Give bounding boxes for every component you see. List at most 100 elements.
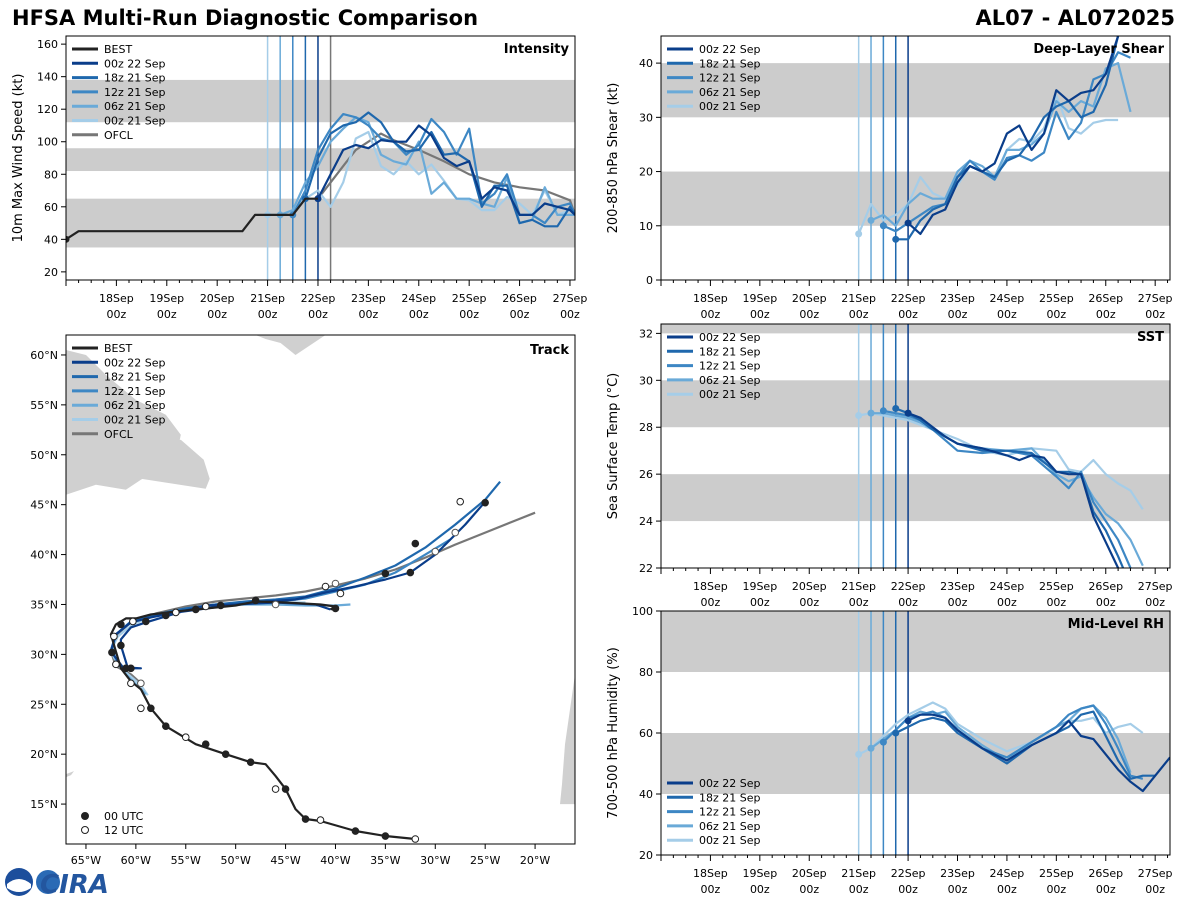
track-marker-00utc	[481, 498, 489, 507]
track-marker-00utc	[251, 596, 260, 605]
sst-legend-label: 12z 21 Sep	[699, 360, 761, 373]
track-marker-00utc	[108, 648, 116, 657]
intensity-plot-area	[66, 36, 575, 280]
rh-xtick-label-day: 27Sep	[1138, 867, 1173, 880]
track-legend-label: 12z 21 Sep	[104, 385, 166, 398]
rh-plot-area	[661, 611, 1170, 855]
sst-xtick-label-day: 25Sep	[1039, 580, 1074, 593]
shear-title: Deep-Layer Shear	[1033, 42, 1164, 57]
rh-xtick-label-hour: 00z	[898, 883, 918, 896]
track-xtick-label: 65°W	[71, 854, 101, 867]
track-xtick-label: 40°W	[320, 854, 350, 867]
track-ytick-label: 40°N	[30, 549, 58, 562]
sst-series-run06z21	[871, 412, 1144, 567]
intensity-xtick-label-day: 19Sep	[149, 292, 184, 305]
shear-xtick-label-day: 24Sep	[990, 292, 1025, 305]
intensity-legend-label: 06z 21 Sep	[104, 100, 166, 113]
track-marker-00utc	[381, 569, 390, 578]
track-plot-area	[66, 335, 575, 843]
track-xtick-label: 60°W	[121, 854, 151, 867]
sst-xtick-label-hour: 00z	[997, 596, 1017, 609]
rh-ytick-label: 60	[639, 727, 653, 740]
sst-title: SST	[1137, 330, 1164, 345]
shear-xtick-label-hour: 00z	[898, 308, 918, 321]
sst-ytick-label: 30	[639, 374, 653, 387]
sst-ylabel: Sea Surface Temp (°C)	[606, 373, 621, 520]
sst-xtick-label-hour: 00z	[948, 596, 968, 609]
track-marker-00utc	[381, 832, 390, 840]
track-marker-12utc	[316, 816, 325, 824]
intensity-ytick-label: 120	[37, 103, 58, 116]
track-marker-12utc	[271, 785, 280, 793]
track-marker-00utc	[162, 722, 170, 731]
track-marker-12utc	[112, 660, 120, 669]
track-marker-00utc	[191, 605, 200, 614]
shear-start-dot-run00z22	[904, 219, 912, 227]
noaa-wave-icon	[7, 879, 31, 892]
rh-xtick-label-day: 19Sep	[742, 867, 777, 880]
shear-xtick-label-day: 25Sep	[1039, 292, 1074, 305]
sst-ytick-label: 26	[639, 468, 653, 481]
track-xtick-label: 45°W	[270, 854, 300, 867]
sst-band-2	[661, 324, 1170, 334]
track-marker-12utc	[137, 704, 145, 713]
shear-xtick-label-hour: 00z	[701, 308, 721, 321]
sst-frame	[660, 323, 1171, 569]
intensity-xtick-label-day: 25Sep	[452, 292, 487, 305]
track-legend-label: 06z 21 Sep	[104, 399, 166, 412]
rh-xtick-label-day: 25Sep	[1039, 867, 1074, 880]
rh-xtick-label-hour: 00z	[1096, 883, 1116, 896]
sst-start-dot-run00z22	[904, 409, 912, 417]
intensity-ytick-label: 160	[37, 38, 58, 51]
track-ytick-label: 25°N	[30, 698, 58, 711]
intensity-ytick-label: 20	[44, 266, 58, 279]
shear-start-dot-run00z21	[855, 230, 863, 238]
shear-xtick-label-hour: 00z	[849, 308, 869, 321]
shear-start-dot-run06z21	[867, 216, 875, 224]
rh-xtick-label-hour: 00z	[799, 883, 819, 896]
shear-ytick-label: 20	[639, 166, 653, 179]
intensity-series-run12z21	[291, 112, 575, 225]
track-panel: 65°W 60°W 55°W 50°W 45°W 40°W 35°W 30°W 25°W 20°W…	[30, 334, 576, 867]
sst-xtick-label-hour: 00z	[849, 596, 869, 609]
track-marker-00utc	[281, 785, 290, 793]
shear-xtick-label-day: 23Sep	[940, 292, 975, 305]
track-ytick-label: 50°N	[30, 449, 58, 462]
cira-logo-text: CIRA	[40, 870, 109, 900]
shear-plot-area	[661, 36, 1170, 280]
intensity-xtick-label-day: 22Sep	[301, 292, 336, 305]
sst-xtick-label-day: 27Sep	[1138, 580, 1173, 593]
intensity-ytick-label: 40	[44, 233, 58, 246]
track-legend-label: OFCL	[104, 428, 134, 441]
shear-xtick-label-hour: 00z	[750, 308, 770, 321]
track-marker-00utc	[301, 815, 310, 823]
intensity-legend-label: 12z 21 Sep	[104, 86, 166, 99]
shear-legend-label: 12z 21 Sep	[699, 72, 761, 85]
intensity-xtick-label-hour: 00z	[107, 308, 127, 321]
sst-panel: 22 24 26 28 30 32 Sea Surface Temp (°C) 18Sep 00…	[606, 323, 1173, 609]
shear-series-run12z21	[882, 51, 1131, 233]
intensity-legend-label: 00z 22 Sep	[104, 57, 166, 70]
rh-xtick-label-hour: 00z	[1046, 883, 1066, 896]
track-xtick-label: 55°W	[171, 854, 201, 867]
track-marker-12utc	[321, 582, 330, 591]
sst-ytick-label: 28	[639, 421, 653, 434]
intensity-xtick-label-hour: 00z	[358, 308, 378, 321]
track-xtick-label: 30°W	[420, 854, 450, 867]
intensity-start-dot-best	[66, 235, 70, 243]
sst-xtick-label-day: 23Sep	[940, 580, 975, 593]
track-marker-00utc	[246, 758, 255, 766]
rh-start-dot-run00z21	[855, 750, 863, 758]
rh-start-dot-run00z22	[904, 717, 912, 725]
rh-band-0	[661, 733, 1170, 794]
sst-xtick-label-hour: 00z	[799, 596, 819, 609]
land-mass-1	[140, 439, 210, 489]
rh-xtick-label-day: 20Sep	[792, 867, 827, 880]
rh-xtick-label-day: 23Sep	[940, 867, 975, 880]
land-mass-3	[560, 674, 575, 805]
